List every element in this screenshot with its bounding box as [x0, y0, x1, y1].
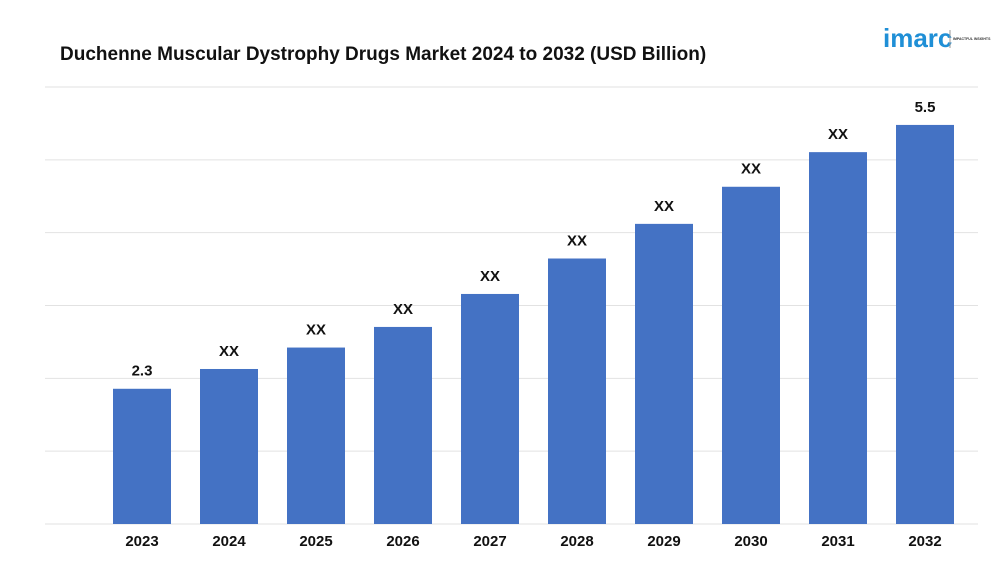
value-label: XX [219, 343, 239, 360]
bar [635, 223, 693, 524]
x-tick-label: 2025 [299, 533, 332, 550]
x-tick-label: 2031 [821, 533, 854, 550]
x-tick-label: 2030 [734, 533, 767, 550]
bar [809, 152, 867, 524]
logo: imarc [883, 23, 952, 53]
bar [548, 258, 606, 524]
bar [461, 293, 519, 524]
x-tick-label: 2029 [647, 533, 680, 550]
value-label: XX [654, 198, 674, 215]
x-tick-label: 2028 [560, 533, 593, 550]
bar [287, 347, 345, 524]
value-label: XX [480, 268, 500, 285]
bar [374, 326, 432, 524]
value-label: XX [828, 126, 848, 143]
logo-tagline: IMPACTFUL INSIGHTS [953, 37, 991, 41]
x-tick-label: 2026 [386, 533, 419, 550]
value-label: XX [306, 322, 326, 339]
x-tick-label: 2023 [125, 533, 158, 550]
value-label: XX [393, 301, 413, 318]
value-label: XX [741, 161, 761, 178]
x-tick-label: 2027 [473, 533, 506, 550]
x-tick-label: 2032 [908, 533, 941, 550]
value-label: XX [567, 232, 587, 249]
bar [113, 388, 171, 524]
bar [896, 124, 954, 525]
x-tick-label: 2024 [212, 533, 246, 550]
value-label: 5.5 [915, 99, 936, 116]
chart-title: Duchenne Muscular Dystrophy Drugs Market… [60, 44, 706, 65]
value-label: 2.3 [132, 363, 153, 380]
bar [722, 186, 780, 524]
bar [200, 368, 258, 524]
